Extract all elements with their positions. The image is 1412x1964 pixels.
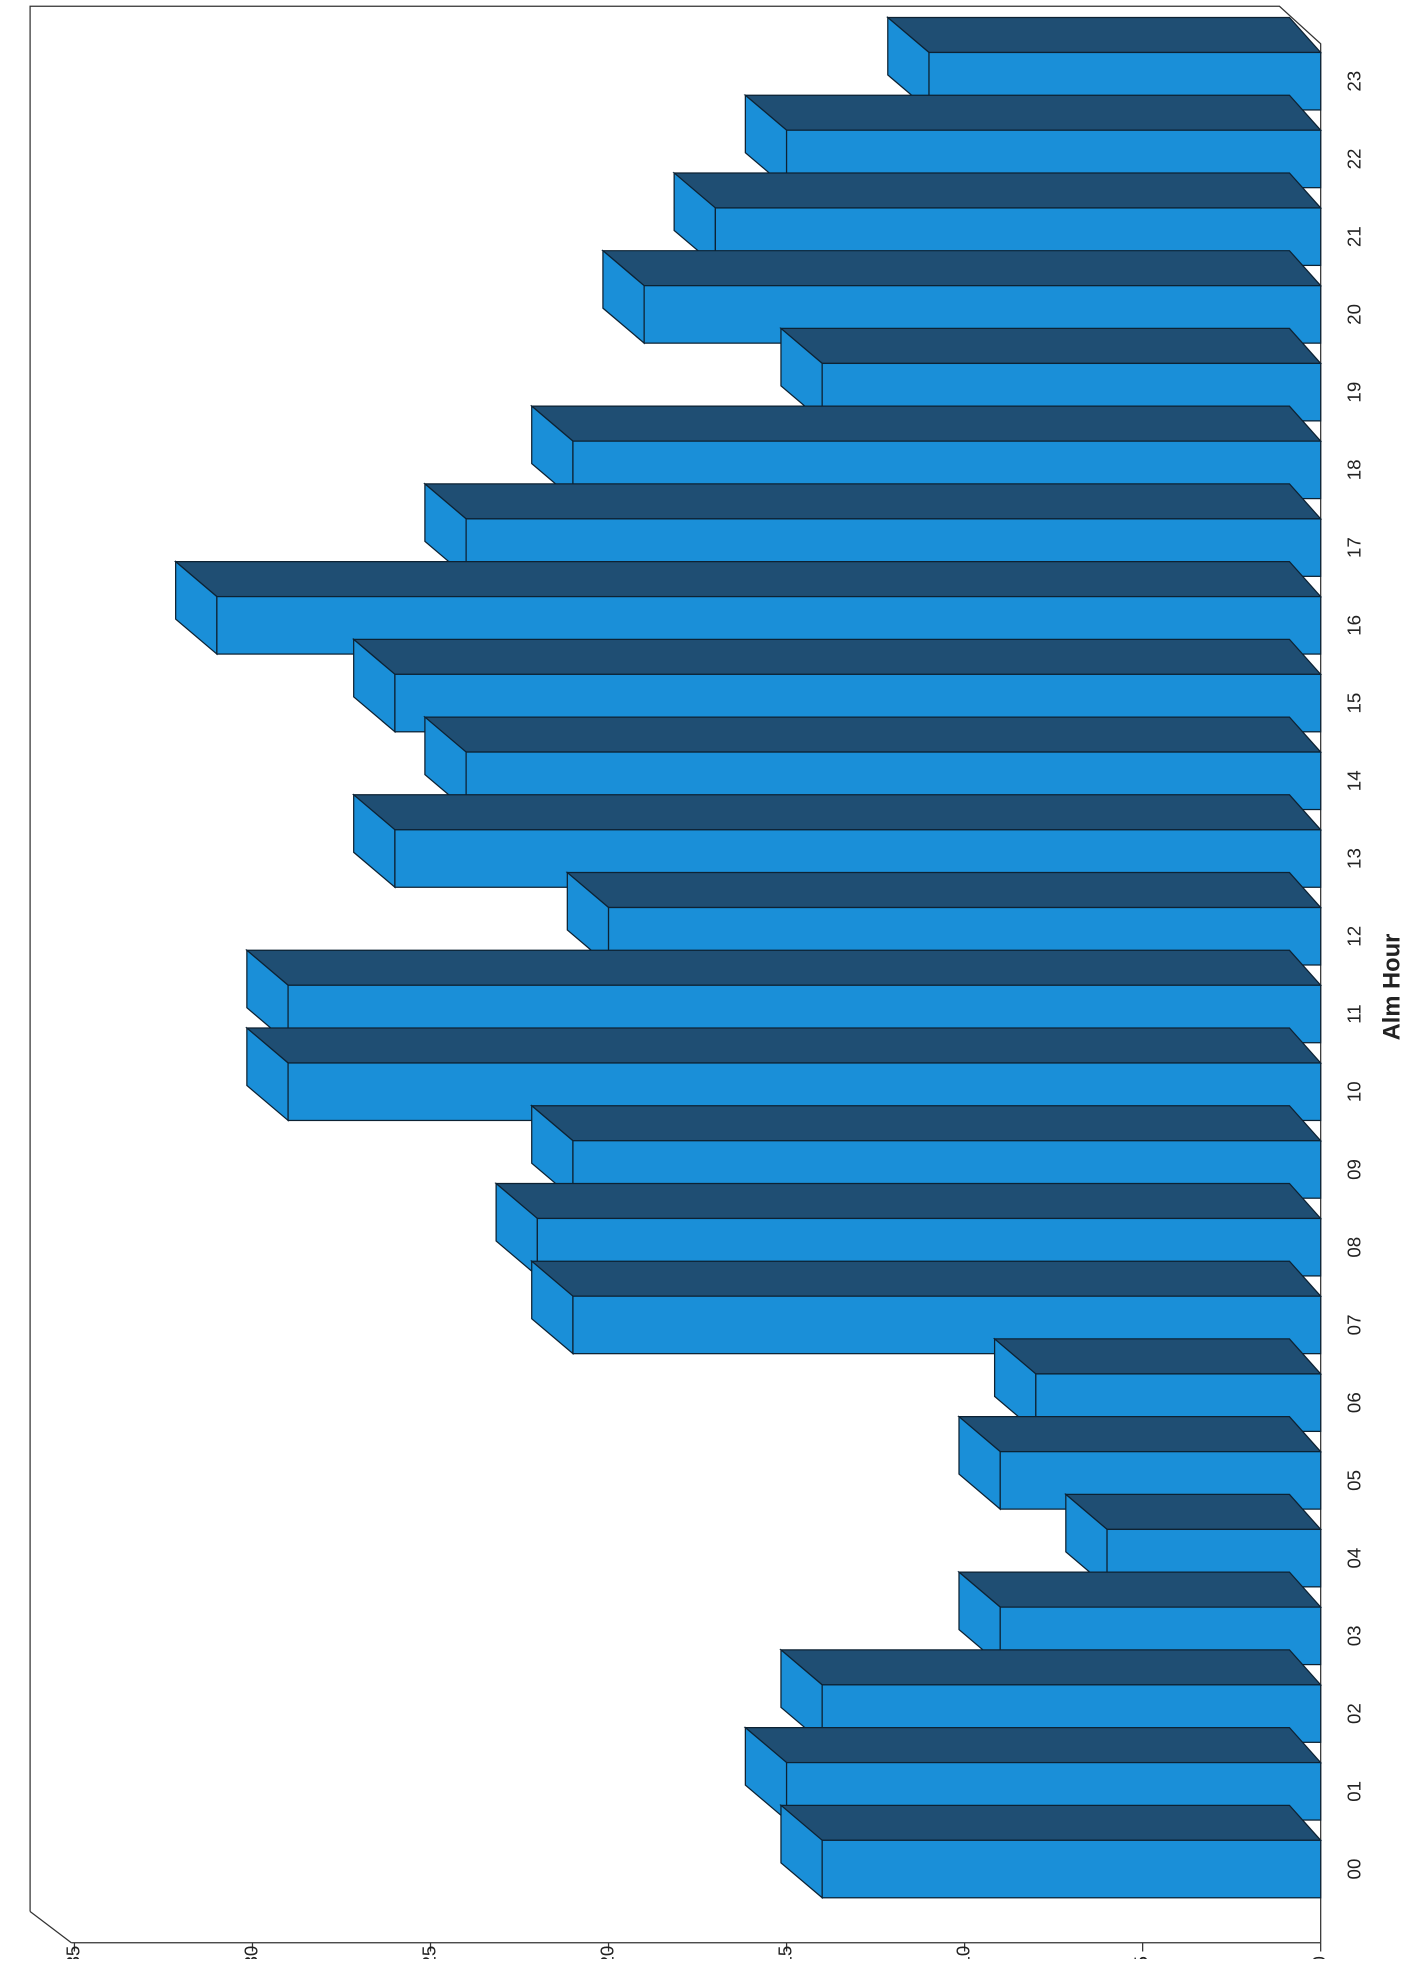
bar-top-face <box>743 1726 1323 1764</box>
value-tick-label: 35 <box>62 1946 83 1959</box>
category-label: 15 <box>1344 693 1365 714</box>
category-label: 22 <box>1344 149 1365 170</box>
bar-top-face <box>601 250 1323 287</box>
category-label: 23 <box>1344 71 1365 92</box>
category-label: 00 <box>1344 1859 1365 1880</box>
category-label: 21 <box>1344 226 1365 247</box>
category-label: 20 <box>1344 304 1365 325</box>
bar-top-face <box>245 1027 1323 1064</box>
category-label: 06 <box>1344 1392 1365 1413</box>
bar-top-face <box>886 16 1323 54</box>
category-label: 05 <box>1344 1470 1365 1491</box>
bar-top-face <box>1064 1493 1323 1531</box>
bar-top-face <box>351 794 1323 831</box>
bar-top-face <box>672 172 1323 209</box>
category-label: 12 <box>1344 926 1365 947</box>
category-label: 03 <box>1344 1625 1365 1646</box>
bar-top-face <box>423 716 1323 753</box>
bar-top-face <box>565 871 1323 909</box>
value-tick-label: 30 <box>240 1946 261 1959</box>
bar-top-face <box>351 638 1323 675</box>
value-tick-label: 20 <box>597 1946 618 1959</box>
bar-top-face <box>779 327 1323 365</box>
bar-top-face <box>530 1260 1323 1297</box>
category-label: 10 <box>1344 1081 1365 1102</box>
bar-top-face <box>743 94 1323 131</box>
bar-top-face <box>494 1182 1323 1220</box>
value-tick-label: 15 <box>775 1946 796 1959</box>
category-label: 02 <box>1344 1703 1365 1724</box>
category-label: 11 <box>1344 1004 1365 1023</box>
category-label: 01 <box>1344 1781 1365 1802</box>
bar-top-face <box>173 560 1323 598</box>
category-label: 16 <box>1344 615 1365 636</box>
value-tick-label: 10 <box>953 1946 974 1959</box>
bar-top-face <box>957 1416 1323 1453</box>
bar <box>821 1839 1322 1899</box>
axis-title: Alm Hour <box>1379 934 1405 1041</box>
category-label: 13 <box>1344 848 1365 869</box>
bar-top-face <box>957 1571 1323 1608</box>
floor-edge <box>29 1911 72 1944</box>
bar-top-face <box>423 483 1323 520</box>
bar-top-face <box>779 1649 1323 1686</box>
bar-top-face <box>245 949 1323 986</box>
value-tick-label: 25 <box>418 1946 439 1959</box>
category-label: 09 <box>1344 1159 1365 1180</box>
category-label: 04 <box>1344 1548 1365 1569</box>
category-label: 17 <box>1344 537 1365 558</box>
bar-top-face <box>992 1338 1323 1375</box>
category-label: 19 <box>1344 382 1365 403</box>
bar-top-face <box>530 405 1323 442</box>
bar-top-face <box>779 1804 1323 1841</box>
category-label: 14 <box>1344 770 1365 791</box>
bar-top-face <box>530 1105 1323 1142</box>
category-label: 07 <box>1344 1314 1365 1335</box>
category-label: 08 <box>1344 1237 1365 1258</box>
category-label: 18 <box>1344 459 1365 480</box>
